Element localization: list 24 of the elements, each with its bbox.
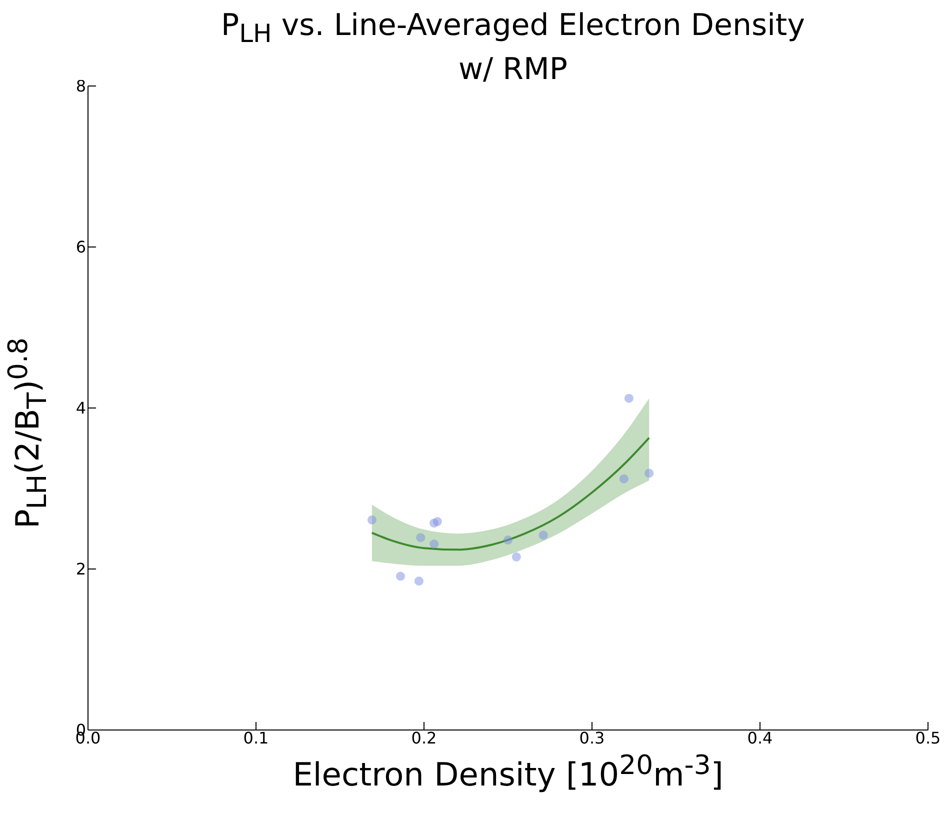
line-series: [370, 436, 650, 551]
x-axis-title: Electron Density [10$^{20}$m$^{-3}$]: [292, 750, 724, 794]
x-tick-label: 0.5: [915, 728, 941, 748]
y-tick-label: 4: [76, 398, 86, 418]
point: [432, 517, 442, 526]
x-tick-label: 0.1: [243, 728, 269, 748]
point: [430, 540, 439, 549]
point: [619, 474, 628, 484]
point: [512, 552, 521, 562]
point: [538, 530, 548, 540]
y-tick-label: 8: [76, 76, 86, 96]
point: [416, 533, 426, 542]
point: [367, 515, 376, 524]
x-tick-label: 0.3: [579, 728, 605, 748]
point: [624, 394, 634, 403]
y-tick-label: 2: [76, 560, 86, 579]
point: [414, 576, 424, 586]
point: [644, 468, 654, 478]
point: [503, 536, 513, 545]
x-tick-label: 0.2: [411, 728, 437, 748]
x-tick-label: 0.4: [747, 728, 773, 748]
point: [396, 572, 405, 581]
y-tick-label: 6: [76, 238, 86, 257]
chart-title: P$_{LH}$ vs. Line-Averaged Electron Density w/ RMP: [220, 8, 806, 88]
